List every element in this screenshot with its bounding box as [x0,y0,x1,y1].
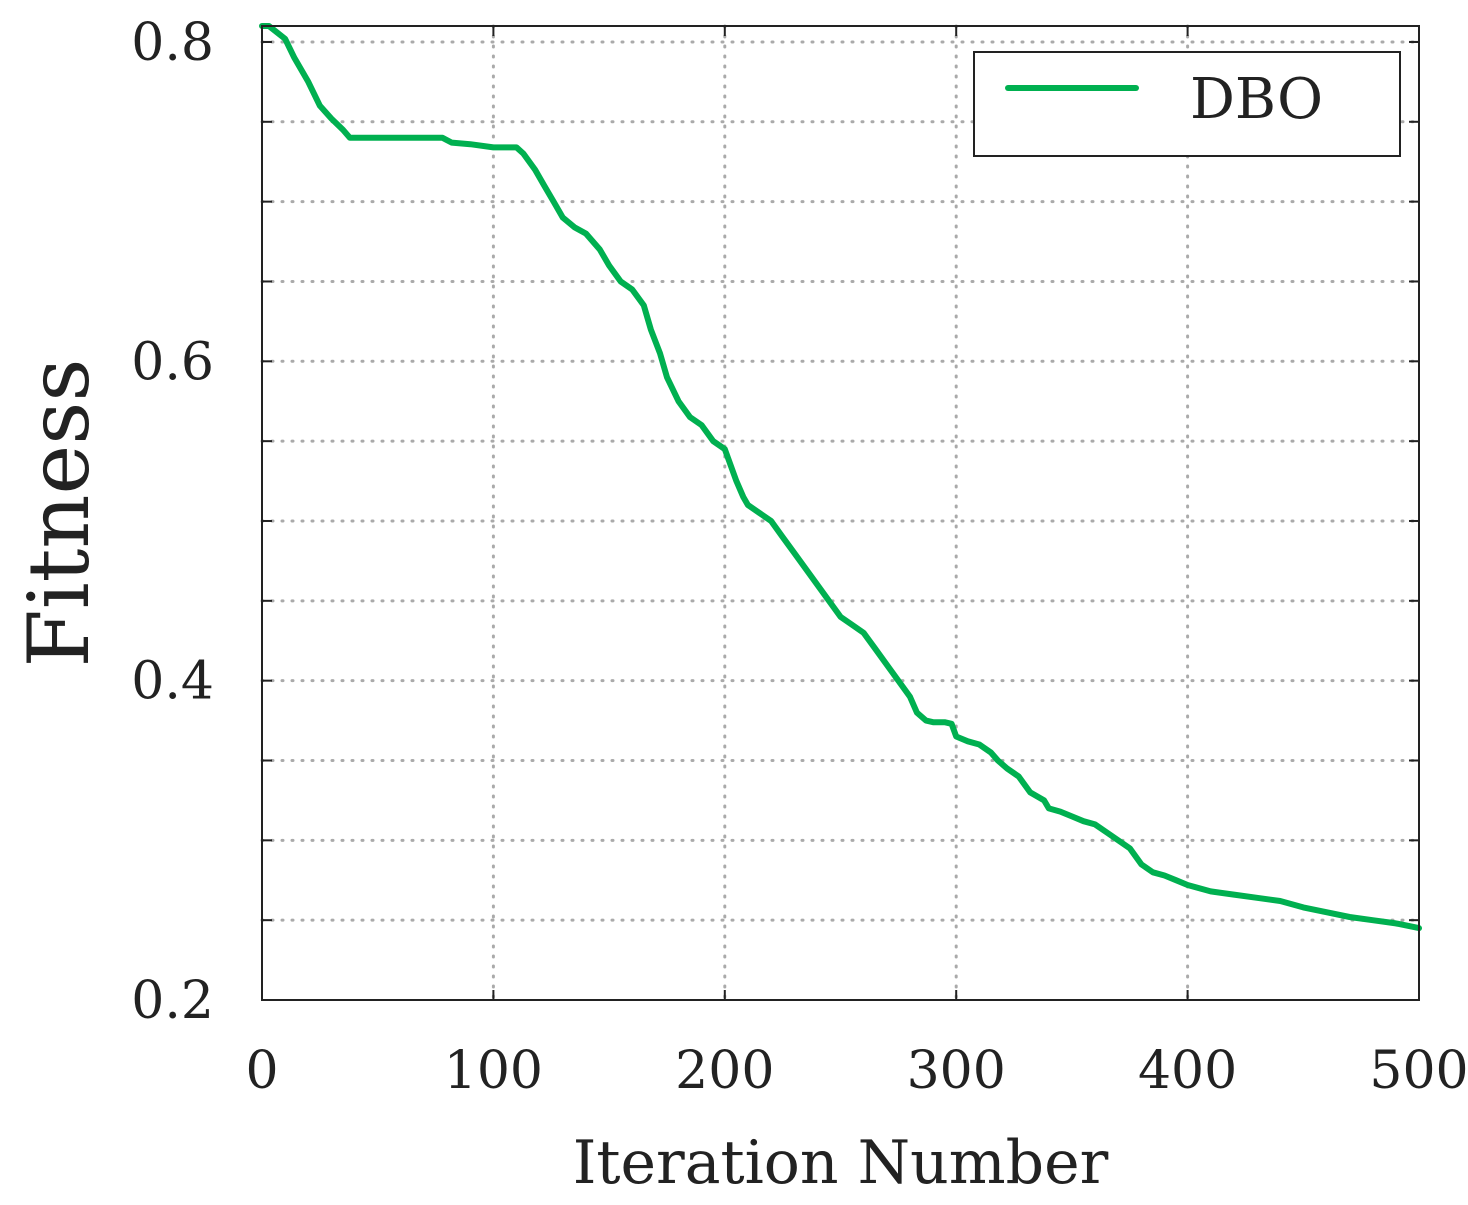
y-tick-labels: 0.2 0.4 0.6 0.8 [131,13,214,1031]
x-tick-label-1: 100 [444,1041,543,1101]
axis-ticks [261,26,1420,1000]
legend: DBO [973,51,1401,157]
x-tick-label-5: 500 [1369,1041,1468,1101]
y-axis-title: Fitness [10,359,108,668]
y-tick-label-0: 0.2 [131,971,214,1031]
x-tick-labels: 0 100 200 300 400 500 [245,1041,1468,1101]
y-tick-label-1: 0.4 [131,652,214,712]
x-tick-label-2: 200 [675,1041,774,1101]
plot-area-frame [261,25,1420,1001]
x-tick-label-4: 400 [1138,1041,1237,1101]
legend-box [973,51,1401,157]
series-line-dbo [259,23,1422,932]
legend-label-dbo: DBO [1190,67,1323,132]
series-layer [259,23,1422,932]
x-tick-label-0: 0 [245,1041,278,1101]
y-tick-label-2: 0.6 [131,332,214,392]
x-tick-label-3: 300 [907,1041,1006,1101]
y-tick-label-3: 0.8 [131,13,214,73]
grid [260,24,1421,1002]
x-axis-title: Iteration Number [573,1128,1109,1198]
